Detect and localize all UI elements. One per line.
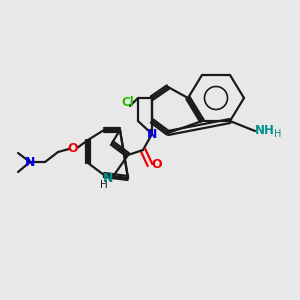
Text: NH: NH [255, 124, 275, 137]
Text: H: H [274, 129, 282, 139]
Text: O: O [152, 158, 162, 172]
Text: N: N [25, 155, 35, 169]
Text: Cl: Cl [122, 97, 134, 110]
Text: N: N [103, 172, 113, 185]
Text: O: O [68, 142, 78, 154]
Text: N: N [147, 128, 157, 142]
Text: H: H [100, 180, 108, 190]
